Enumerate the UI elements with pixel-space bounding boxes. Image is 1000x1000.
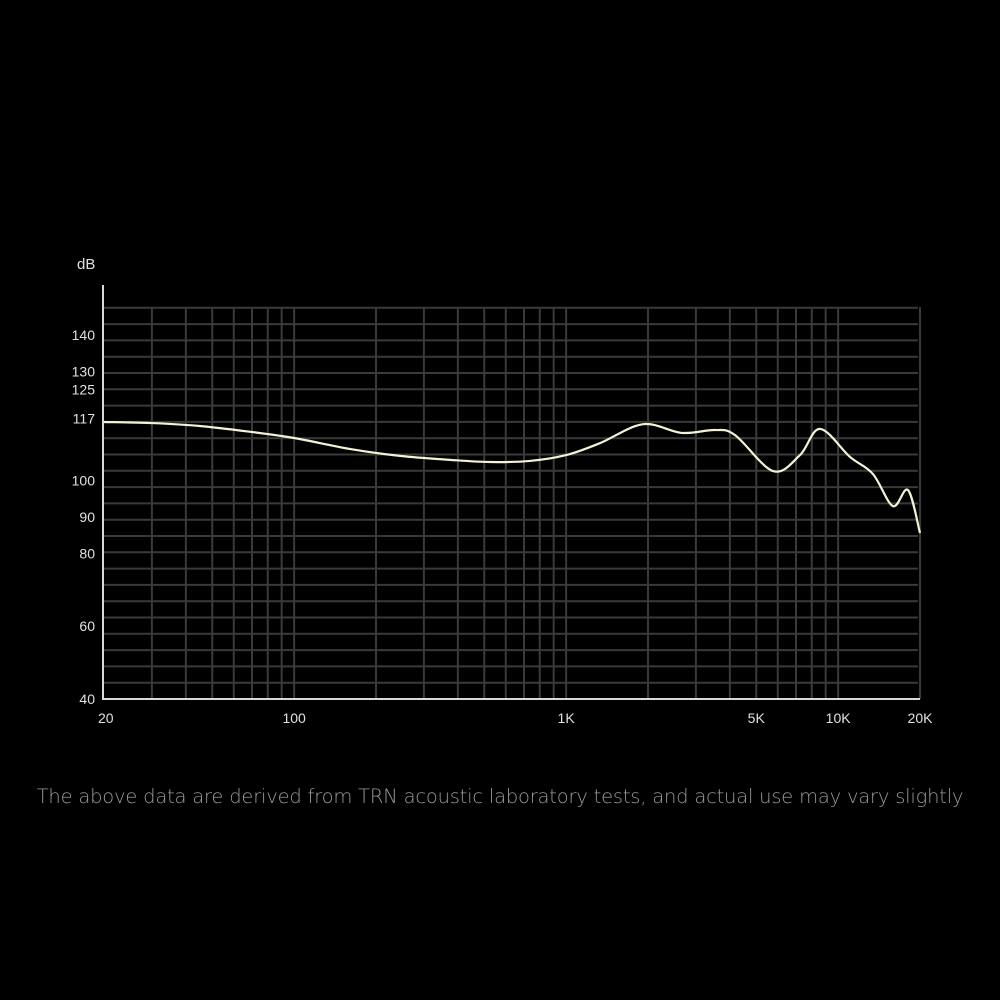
x-tick-labels: 20 100 1K 5K 10K 20K <box>98 710 933 726</box>
y-tick-label: 140 <box>72 327 96 343</box>
x-tick-label: 100 <box>282 710 306 726</box>
y-tick-label: 130 <box>72 363 96 379</box>
disclaimer-caption: The above data are derived from TRN acou… <box>36 785 964 808</box>
y-tick-label: 90 <box>79 509 95 525</box>
y-tick-label: 40 <box>79 691 95 707</box>
y-tick-label: 117 <box>73 411 96 427</box>
series <box>103 420 922 534</box>
x-tick-label: 5K <box>748 710 766 726</box>
y-tick-label: 80 <box>79 545 95 561</box>
x-tick-label: 20K <box>908 710 934 726</box>
x-tick-label: 20 <box>98 710 114 726</box>
y-axis-label: dB <box>77 256 95 273</box>
frequency-response-line <box>103 420 922 534</box>
x-tick-label: 1K <box>558 710 576 726</box>
y-tick-label: 100 <box>72 473 96 489</box>
x-tick-label: 10K <box>826 710 852 726</box>
y-tick-labels: 140 130 125 117 100 90 80 60 40 <box>72 327 96 707</box>
grid <box>104 306 921 699</box>
y-tick-label: 125 <box>72 382 96 398</box>
y-tick-label: 60 <box>79 618 95 634</box>
